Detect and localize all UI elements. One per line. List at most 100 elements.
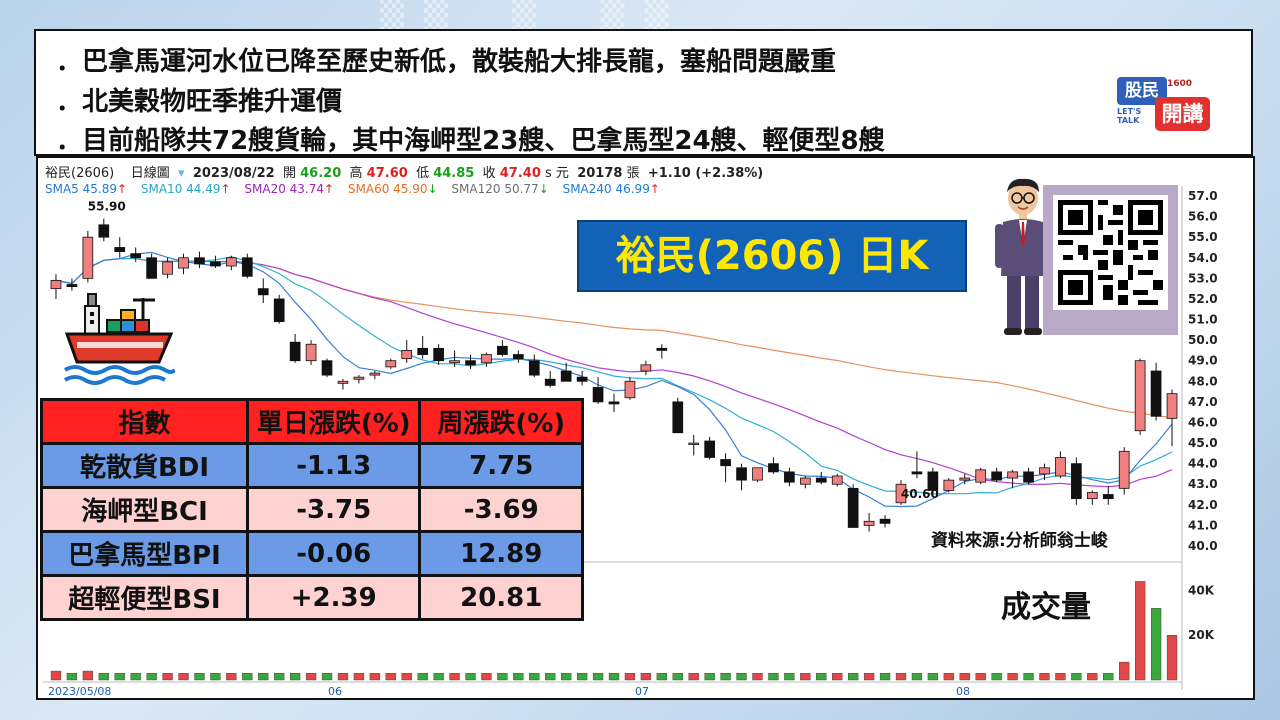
y-tick-label: 57.0 <box>1188 189 1218 203</box>
candle-body <box>831 475 843 485</box>
y-tick-label: 46.0 <box>1188 415 1218 429</box>
y-tick-label: 48.0 <box>1188 374 1218 388</box>
candle-body <box>146 257 157 279</box>
volume-bar <box>1071 673 1082 681</box>
candle-body <box>401 350 413 360</box>
candle-body <box>847 487 859 528</box>
cargo-ship-icon <box>63 293 175 385</box>
table-row: 乾散貨BDI -1.13 7.75 <box>39 442 584 489</box>
volume-bar <box>720 673 731 681</box>
candle-body <box>752 467 763 481</box>
candle-body <box>640 364 652 372</box>
candle-body <box>1086 492 1098 500</box>
candle-body <box>1150 370 1162 417</box>
shipping-index-table: 指數 單日漲跌(%) 周漲跌(%) 乾散貨BDI -1.13 7.75 海岬型B… <box>39 398 584 621</box>
volume-bar <box>927 673 939 681</box>
volume-bar <box>895 673 907 681</box>
candle-body <box>863 520 875 526</box>
volume-title: 成交量 <box>1001 590 1091 625</box>
volume-bar <box>258 673 269 681</box>
volume-bar <box>800 673 811 681</box>
weekly-change: 7.75 <box>418 442 584 489</box>
sma240-legend: SMA240 46.99↑ <box>562 182 660 196</box>
price-annotation: 40.60 <box>901 487 939 501</box>
news-panel: ．巴拿馬運河水位已降至歷史新低，散裝船大排長龍，塞船問題嚴重 ．北美穀物旺季推升… <box>34 29 1253 156</box>
volume-bar <box>449 673 460 681</box>
candle-body <box>943 479 955 491</box>
volume-bar <box>1055 673 1066 681</box>
y-tick-label: 40.0 <box>1188 539 1218 553</box>
volume-bar <box>82 670 94 681</box>
candle-body <box>736 467 747 481</box>
y-tick-label: 53.0 <box>1188 271 1218 285</box>
volume-bar <box>66 673 78 681</box>
candle-body <box>512 354 524 360</box>
volume-bar <box>114 673 125 681</box>
volume-bar <box>401 673 412 681</box>
candle-body <box>321 360 333 376</box>
open-value: 46.20 <box>300 166 342 181</box>
volume-bar <box>1134 581 1146 681</box>
sma10-legend: SMA10 44.49↑ <box>140 182 231 196</box>
volume-bar <box>274 673 285 681</box>
candle-body <box>497 345 508 355</box>
candle-body <box>114 247 126 252</box>
volume-bar <box>1007 673 1018 681</box>
volume-bar <box>162 673 173 681</box>
table-row: 超輕便型BSI +2.39 20.81 <box>39 574 584 621</box>
volume-bar <box>991 673 1002 681</box>
volume-bar <box>385 673 396 681</box>
weekly-change: 12.89 <box>418 530 584 577</box>
candle-body <box>465 360 476 366</box>
qr-code[interactable] <box>1043 185 1178 335</box>
volume-bar <box>130 673 141 681</box>
volume-tick-label: 20K <box>1188 628 1215 642</box>
volume-bar <box>848 673 859 681</box>
volume-bar <box>417 673 428 681</box>
sma5-legend: SMA5 45.89↑ <box>45 182 128 196</box>
candle-body <box>608 401 620 405</box>
y-tick-label: 43.0 <box>1188 477 1218 491</box>
volume-bar <box>832 673 843 681</box>
volume-bar <box>210 673 221 681</box>
candle-body <box>528 360 540 376</box>
candle-body <box>417 347 429 355</box>
volume-bar <box>226 673 237 681</box>
volume-tick-label: 40K <box>1188 583 1215 597</box>
volume-bar <box>178 673 189 681</box>
volume-bar <box>369 673 380 681</box>
y-tick-label: 41.0 <box>1188 518 1218 532</box>
candle-body <box>560 370 572 382</box>
y-tick-label: 44.0 <box>1188 457 1218 471</box>
y-tick-label: 51.0 <box>1188 313 1218 327</box>
volume-bar <box>784 673 795 681</box>
table-row: 海岬型BCI -3.75 -3.69 <box>39 486 584 533</box>
daily-change: -3.75 <box>246 486 422 533</box>
candle-body <box>879 518 891 524</box>
volume-bar <box>576 673 588 681</box>
candle-body <box>688 442 700 445</box>
candle-body <box>289 341 301 362</box>
candlestick-chart: 57.0 56.0 55.0 54.0 53.0 52.0 51.0 50.0 49.0 48.0… <box>43 186 1218 698</box>
y-tick-label: 50.0 <box>1188 333 1218 347</box>
candle-body <box>784 471 795 483</box>
candle-body <box>911 471 923 475</box>
candle-body <box>975 469 987 483</box>
volume-bar <box>975 673 986 681</box>
index-name: 海岬型BCI <box>39 486 250 533</box>
sma60-legend: SMA60 45.90↓ <box>347 182 438 196</box>
candle-body <box>353 376 365 380</box>
low-value: 44.85 <box>433 166 475 181</box>
period-dropdown-icon[interactable]: ▾ <box>178 166 185 181</box>
volume-bar <box>1103 673 1114 681</box>
candle-body <box>82 236 94 279</box>
chart-period: 日線圖 <box>130 166 170 181</box>
index-name: 超輕便型BSI <box>39 574 250 621</box>
weekly-change: 20.81 <box>418 574 584 621</box>
candle-body <box>1007 471 1018 479</box>
y-tick-label: 56.0 <box>1188 210 1218 224</box>
candle-body <box>433 347 444 362</box>
price-unit: s 元 <box>545 166 569 181</box>
candle-body <box>624 380 636 399</box>
stock-name: 裕民(2606) <box>45 166 115 181</box>
